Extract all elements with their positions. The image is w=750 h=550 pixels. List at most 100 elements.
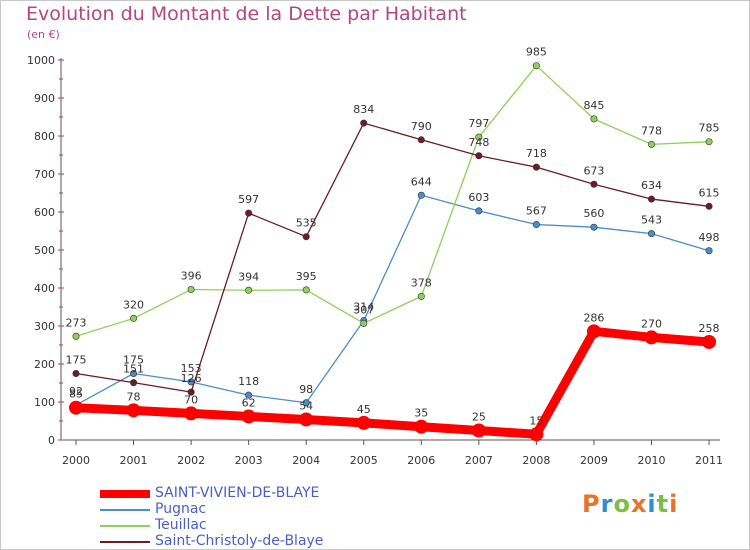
legend-swatch [100, 509, 150, 511]
data-point [471, 423, 486, 438]
data-point [417, 136, 425, 144]
data-point [69, 400, 83, 415]
data-point [414, 419, 429, 434]
y-tick-label: 500 [34, 244, 55, 257]
data-label: 320 [123, 298, 144, 311]
x-tick-label: 2005 [350, 454, 378, 467]
data-point [245, 286, 253, 294]
data-label: 778 [641, 124, 662, 137]
data-point [705, 202, 713, 210]
data-point [302, 286, 310, 294]
data-label: 270 [641, 317, 662, 330]
legend-label: SAINT-VIVIEN-DE-BLAYE [155, 485, 320, 501]
data-point [360, 319, 368, 327]
data-point [705, 247, 713, 255]
data-label: 153 [181, 362, 202, 375]
y-tick-label: 400 [34, 282, 55, 295]
legend-label: Pugnac [155, 501, 207, 517]
data-point [705, 138, 713, 146]
y-tick-label: 200 [34, 358, 55, 371]
legend-swatch [100, 541, 150, 543]
y-tick-label: 0 [48, 434, 55, 447]
data-label: 307 [353, 303, 374, 316]
data-point [590, 115, 598, 123]
data-point [130, 369, 138, 377]
data-label: 985 [526, 46, 547, 59]
logo-letter: i [647, 490, 657, 518]
data-label: 78 [127, 390, 141, 403]
data-label: 126 [181, 372, 202, 385]
data-point [72, 332, 80, 340]
data-point [299, 412, 314, 427]
proxiti-logo: Proxiti [582, 490, 678, 518]
logo-letter: x [630, 490, 648, 518]
data-point [644, 330, 659, 345]
data-label: 15 [529, 414, 543, 427]
y-tick-label: 700 [34, 168, 55, 181]
data-point [302, 399, 310, 407]
x-tick-label: 2001 [120, 454, 148, 467]
data-label: 314 [353, 301, 374, 314]
data-label: 62 [242, 396, 256, 409]
y-tick-label: 600 [34, 206, 55, 219]
x-tick-label: 2006 [407, 454, 435, 467]
data-label: 845 [583, 99, 604, 112]
data-label: 45 [357, 403, 371, 416]
data-label: 498 [699, 231, 720, 244]
series-line-1 [75, 194, 710, 406]
data-point [356, 415, 371, 430]
data-point [360, 119, 368, 127]
logo-letter: t [656, 490, 670, 518]
series-line-2 [75, 65, 710, 337]
data-label: 597 [238, 193, 259, 206]
data-point [475, 152, 483, 160]
x-tick-label: 2007 [465, 454, 493, 467]
data-label: 603 [468, 191, 489, 204]
x-tick-label: 2011 [695, 454, 723, 467]
data-label: 118 [238, 375, 259, 388]
data-point [126, 403, 141, 418]
x-tick-label: 2003 [235, 454, 263, 467]
data-label: 673 [583, 164, 604, 177]
logo-letter: P [582, 490, 601, 518]
data-point [590, 180, 598, 188]
y-tick-label: 1000 [27, 54, 55, 67]
data-point [532, 163, 540, 171]
legend-label: Saint-Christoly-de-Blaye [155, 533, 324, 549]
data-label: 634 [641, 179, 662, 192]
legend-swatch [100, 525, 150, 527]
data-label: 175 [123, 354, 144, 367]
data-label: 748 [468, 136, 489, 149]
data-point [647, 230, 655, 238]
data-point [241, 409, 256, 424]
data-point [532, 62, 540, 70]
y-tick-label: 900 [34, 92, 55, 105]
data-label: 258 [699, 322, 720, 335]
data-label: 396 [181, 270, 202, 283]
data-point [187, 286, 195, 294]
data-point [187, 388, 195, 396]
y-tick-label: 100 [34, 396, 55, 409]
data-label: 394 [238, 270, 259, 283]
data-label: 85 [69, 388, 83, 401]
legend-swatch [100, 490, 150, 498]
data-point [647, 140, 655, 148]
data-point [532, 221, 540, 229]
x-tick-label: 2008 [522, 454, 550, 467]
y-tick-label: 800 [34, 130, 55, 143]
x-tick-label: 2009 [580, 454, 608, 467]
data-point [475, 133, 483, 141]
data-label: 543 [641, 214, 662, 227]
data-label: 286 [583, 311, 604, 324]
logo-letter: r [600, 490, 614, 518]
data-label: 718 [526, 147, 547, 160]
data-label: 25 [472, 411, 486, 424]
data-label: 54 [299, 399, 313, 412]
series-line-0 [71, 326, 714, 439]
data-point [245, 391, 253, 399]
logo-letter: i [669, 490, 679, 518]
data-point [130, 314, 138, 322]
x-tick-label: 2010 [638, 454, 666, 467]
data-point [529, 427, 544, 442]
